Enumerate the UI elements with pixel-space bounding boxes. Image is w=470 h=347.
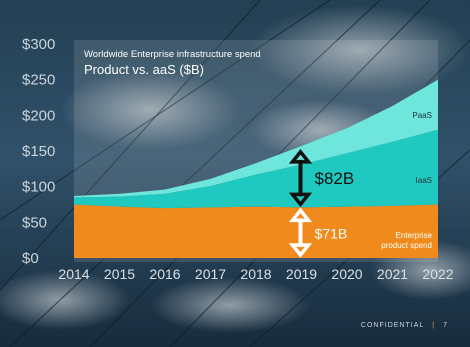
y-tick-label: $250 <box>22 72 55 89</box>
x-tick-label: 2014 <box>58 266 89 282</box>
chart-title: Worldwide Enterprise infrastructure spen… <box>84 49 261 60</box>
x-tick-label: 2018 <box>240 266 271 282</box>
chart-subtitle: Product vs. aaS ($B) <box>84 62 204 77</box>
cloud <box>150 277 310 333</box>
y-tick-label: $150 <box>22 143 55 160</box>
chart-areas <box>74 79 438 258</box>
y-tick-label: $100 <box>22 179 55 196</box>
series-label-paas: PaaS <box>412 111 432 120</box>
annotations: $82B $71B <box>288 149 355 258</box>
x-tick-label: 2019 <box>286 266 317 282</box>
x-tick-label: 2017 <box>195 266 226 282</box>
y-tick-label: $0 <box>22 250 39 267</box>
x-tick-label: 2016 <box>149 266 180 282</box>
cloud <box>0 270 130 330</box>
x-axis-ticks: 2014 2015 2016 2017 2018 2019 2020 2021 2022 <box>58 266 453 282</box>
svg-text:Enterprise: Enterprise <box>396 231 433 240</box>
y-tick-label: $200 <box>22 107 55 124</box>
svg-text:product spend: product spend <box>381 241 432 250</box>
x-tick-label: 2021 <box>377 266 408 282</box>
annotation-arrow <box>288 149 313 208</box>
x-tick-label: 2022 <box>422 266 453 282</box>
area-series-iaas <box>74 129 438 209</box>
x-tick-label: 2015 <box>104 266 135 282</box>
series-label-enterprise-product-spend: Enterprise product spend <box>381 231 432 250</box>
footer-label: CONFIDENTIAL <box>360 322 425 329</box>
y-tick-label: $300 <box>22 36 55 53</box>
annotation-arrow <box>288 207 313 258</box>
annotation-label: $82B <box>315 169 355 188</box>
series-label-iaas: IaaS <box>416 176 432 185</box>
area-series-enterprise-product-spend <box>74 204 438 258</box>
area-series-paas <box>74 79 438 198</box>
cloud <box>250 5 470 95</box>
page-number: 7 <box>443 322 448 329</box>
annotation-label: $71B <box>315 226 348 242</box>
x-tick-label: 2020 <box>331 266 362 282</box>
footer-separator: | <box>432 322 436 329</box>
footer: CONFIDENTIAL | 7 <box>361 322 448 329</box>
y-tick-label: $50 <box>22 214 47 231</box>
y-axis-ticks: $0 $50 $100 $150 $200 $250 $300 <box>22 36 55 267</box>
